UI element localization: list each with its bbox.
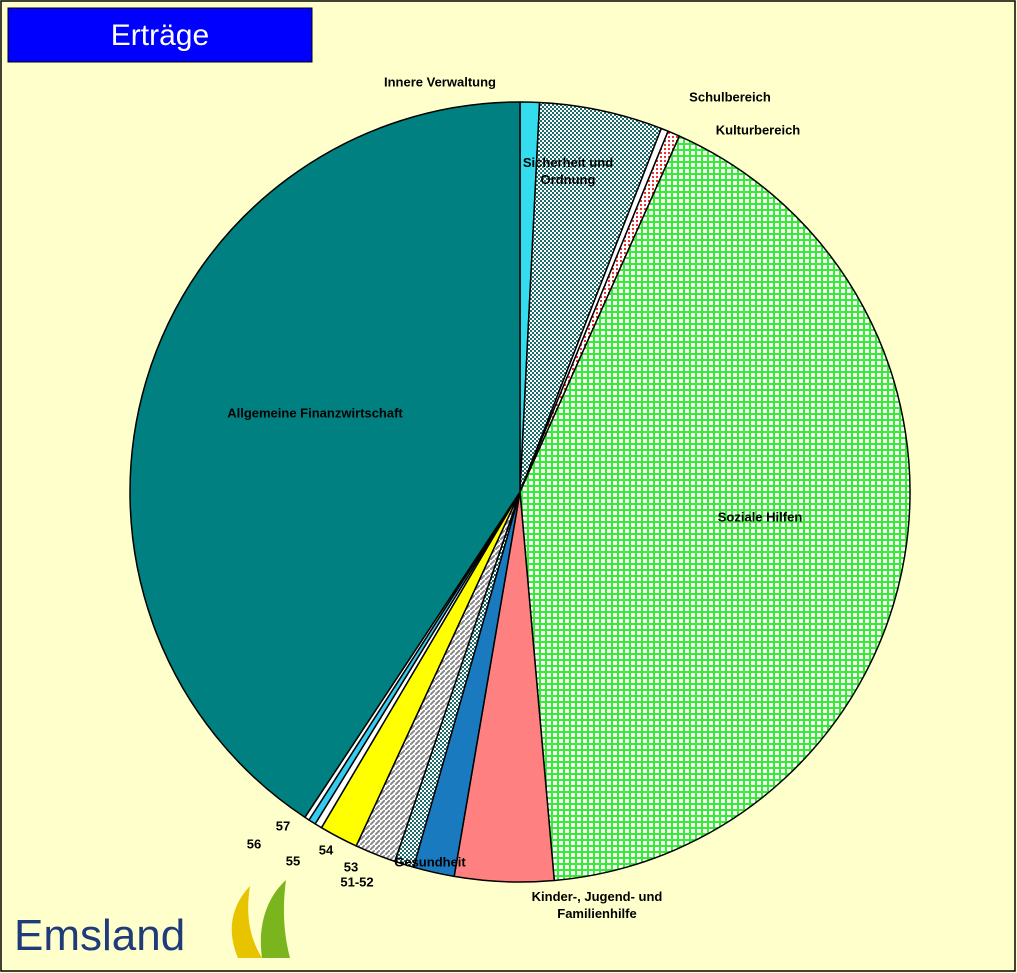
slice-label: Kulturbereich [715, 122, 801, 138]
slice-label: Kinder-, Jugend- und Familienhilfe [531, 889, 663, 921]
title-box [7, 7, 313, 63]
slice-label: 53 [343, 859, 359, 875]
slice-label: Allgemeine Finanzwirtschaft [227, 405, 403, 421]
slice-label: 54 [318, 842, 334, 858]
pie-slice [519, 135, 911, 882]
chart-title: Erträge [111, 19, 209, 52]
logo-text: Emsland [14, 911, 185, 960]
slice-label: Soziale Hilfen [717, 509, 803, 525]
logo-icon [231, 880, 290, 958]
slice-label: 56 [246, 836, 262, 852]
slice-label: 57 [275, 818, 291, 834]
slice-label: Gesundheit [394, 854, 466, 870]
pie-slice [129, 101, 521, 819]
slice-label: 51-52 [340, 874, 374, 890]
slice-label: 55 [285, 853, 301, 869]
slice-label: Schulbereich [689, 89, 771, 105]
slice-label: Sicherheit und Ordnung [522, 155, 614, 187]
slice-label: Innere Verwaltung [384, 74, 496, 90]
